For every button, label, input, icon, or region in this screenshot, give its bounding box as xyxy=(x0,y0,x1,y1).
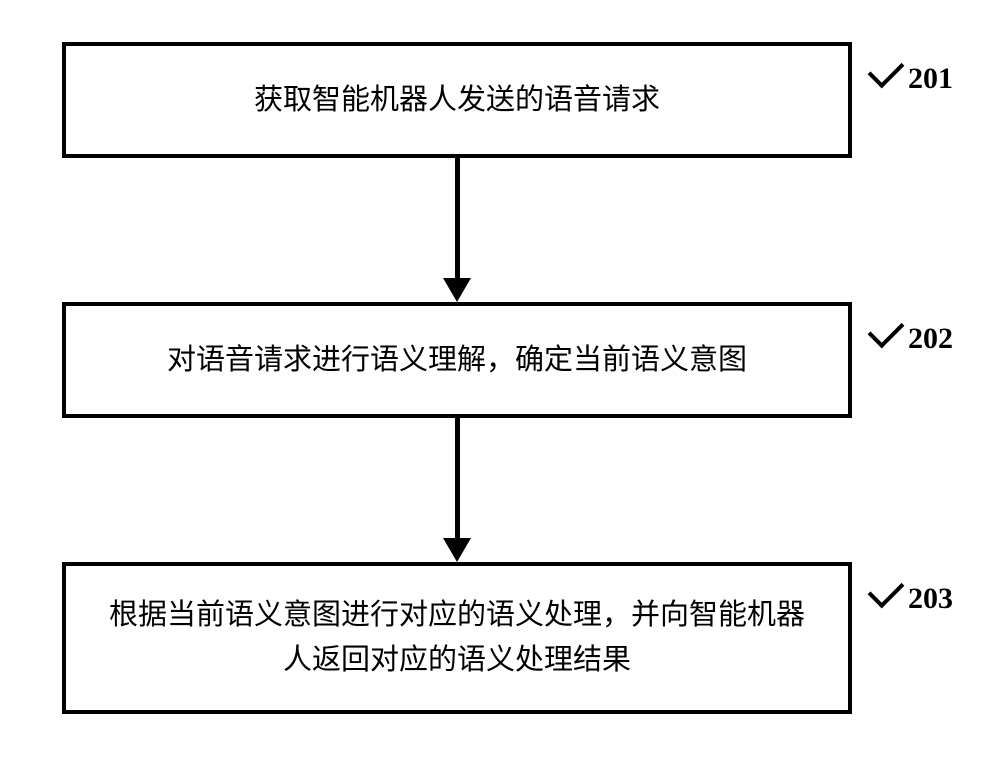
leader-tick-203 xyxy=(868,572,905,609)
step-text-203: 根据当前语义意图进行对应的语义处理，并向智能机器 人返回对应的语义处理结果 xyxy=(109,593,805,683)
step-box-202: 对语音请求进行语义理解，确定当前语义意图 xyxy=(62,302,852,418)
step-label-202: 202 xyxy=(908,322,953,356)
leader-tick-202 xyxy=(868,312,905,349)
leader-tick-201 xyxy=(868,52,905,89)
step-box-201: 获取智能机器人发送的语音请求 xyxy=(62,42,852,158)
arrow-head-2 xyxy=(443,538,471,562)
arrow-head-1 xyxy=(443,278,471,302)
step-label-203: 203 xyxy=(908,582,953,616)
step-text-201: 获取智能机器人发送的语音请求 xyxy=(254,80,660,121)
step-text-202: 对语音请求进行语义理解，确定当前语义意图 xyxy=(167,340,747,381)
step-label-201: 201 xyxy=(908,62,953,96)
arrow-line-2 xyxy=(455,418,460,538)
arrow-line-1 xyxy=(455,158,460,278)
flowchart-canvas: { "layout": { "canvas": { "width": 1000,… xyxy=(0,0,1000,759)
step-box-203: 根据当前语义意图进行对应的语义处理，并向智能机器 人返回对应的语义处理结果 xyxy=(62,562,852,714)
